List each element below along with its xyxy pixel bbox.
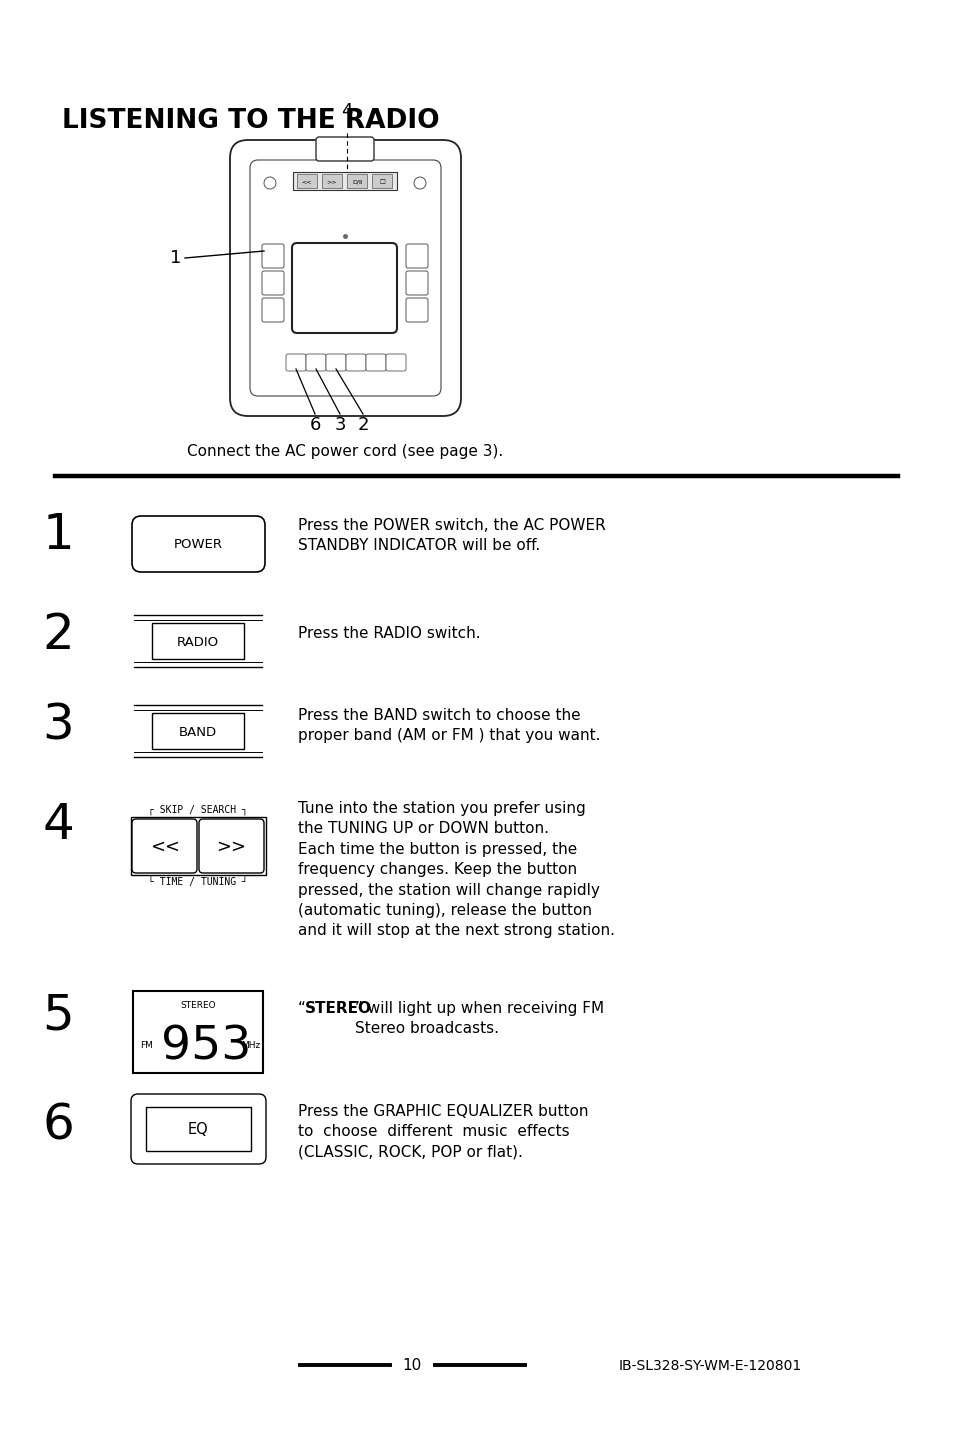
Text: 4: 4 [42, 801, 73, 849]
Text: Press the POWER switch, the AC POWER
STANDBY INDICATOR will be off.: Press the POWER switch, the AC POWER STA… [297, 518, 605, 553]
Text: 2: 2 [356, 416, 369, 433]
FancyBboxPatch shape [250, 160, 440, 396]
Text: □: □ [378, 180, 384, 184]
FancyBboxPatch shape [230, 140, 460, 416]
Bar [152, 714, 244, 749]
FancyBboxPatch shape [346, 355, 366, 370]
FancyBboxPatch shape [315, 137, 374, 162]
FancyBboxPatch shape [306, 355, 326, 370]
Text: ┌ SKIP / SEARCH ┐: ┌ SKIP / SEARCH ┐ [148, 805, 248, 815]
FancyBboxPatch shape [132, 819, 196, 872]
Text: 6: 6 [42, 1101, 74, 1148]
FancyBboxPatch shape [262, 245, 284, 267]
FancyBboxPatch shape [406, 245, 428, 267]
Bar [131, 817, 266, 875]
Text: EQ: EQ [188, 1123, 208, 1137]
Text: Press the BAND switch to choose the
proper band (AM or FM ) that you want.: Press the BAND switch to choose the prop… [297, 708, 599, 744]
FancyBboxPatch shape [326, 355, 346, 370]
Text: 3: 3 [334, 416, 345, 433]
Text: 4: 4 [341, 102, 353, 120]
FancyBboxPatch shape [286, 355, 306, 370]
Text: >>: >> [327, 180, 337, 184]
Text: 1: 1 [42, 511, 73, 559]
Text: MHz: MHz [241, 1041, 260, 1051]
FancyBboxPatch shape [366, 355, 386, 370]
Text: Connect the AC power cord (see page 3).: Connect the AC power cord (see page 3). [187, 443, 502, 459]
Text: 6: 6 [309, 416, 320, 433]
Bar [132, 991, 263, 1072]
Text: FM: FM [140, 1041, 153, 1051]
Text: <<: << [150, 838, 180, 857]
Text: <<: << [301, 180, 312, 184]
Text: 10: 10 [402, 1358, 421, 1373]
FancyBboxPatch shape [199, 819, 264, 872]
Text: Press the GRAPHIC EQUALIZER button
to  choose  different  music  effects
(CLASSI: Press the GRAPHIC EQUALIZER button to ch… [297, 1104, 588, 1160]
Text: STEREO: STEREO [180, 1001, 215, 1010]
Ellipse shape [414, 177, 426, 189]
Bar [152, 623, 244, 659]
FancyBboxPatch shape [292, 243, 396, 333]
Bar [146, 1107, 251, 1151]
Text: Tune into the station you prefer using
the TUNING UP or DOWN button.
Each time t: Tune into the station you prefer using t… [297, 801, 615, 938]
Text: 953: 953 [161, 1024, 251, 1070]
Text: 3: 3 [42, 701, 73, 749]
Text: POWER: POWER [173, 539, 222, 552]
Text: LISTENING TO THE RADIO: LISTENING TO THE RADIO [62, 109, 439, 134]
Bar [293, 172, 396, 190]
Text: └ TIME / TUNING ┘: └ TIME / TUNING ┘ [148, 877, 248, 888]
Text: STEREO: STEREO [305, 1001, 372, 1015]
FancyBboxPatch shape [406, 297, 428, 322]
Text: RADIO: RADIO [176, 635, 219, 648]
FancyBboxPatch shape [386, 355, 406, 370]
Text: 1: 1 [170, 249, 181, 267]
Text: D/Ⅱ: D/Ⅱ [352, 180, 362, 184]
FancyBboxPatch shape [131, 1094, 266, 1164]
FancyBboxPatch shape [406, 272, 428, 295]
Text: 2: 2 [42, 611, 73, 659]
FancyBboxPatch shape [262, 272, 284, 295]
Bar [347, 174, 367, 187]
Bar [372, 174, 392, 187]
Text: Press the RADIO switch.: Press the RADIO switch. [297, 626, 480, 641]
FancyBboxPatch shape [132, 516, 265, 572]
Text: >>: >> [215, 838, 246, 857]
Text: IB-SL328-SY-WM-E-120801: IB-SL328-SY-WM-E-120801 [618, 1358, 801, 1373]
Bar [322, 174, 341, 187]
Bar [320, 156, 369, 160]
Text: “: “ [297, 1001, 306, 1015]
Text: BAND: BAND [179, 725, 217, 738]
Text: ” will light up when receiving FM
Stereo broadcasts.: ” will light up when receiving FM Stereo… [355, 1001, 603, 1037]
FancyBboxPatch shape [262, 297, 284, 322]
Bar [296, 174, 316, 187]
Ellipse shape [264, 177, 275, 189]
Text: 5: 5 [42, 991, 73, 1040]
